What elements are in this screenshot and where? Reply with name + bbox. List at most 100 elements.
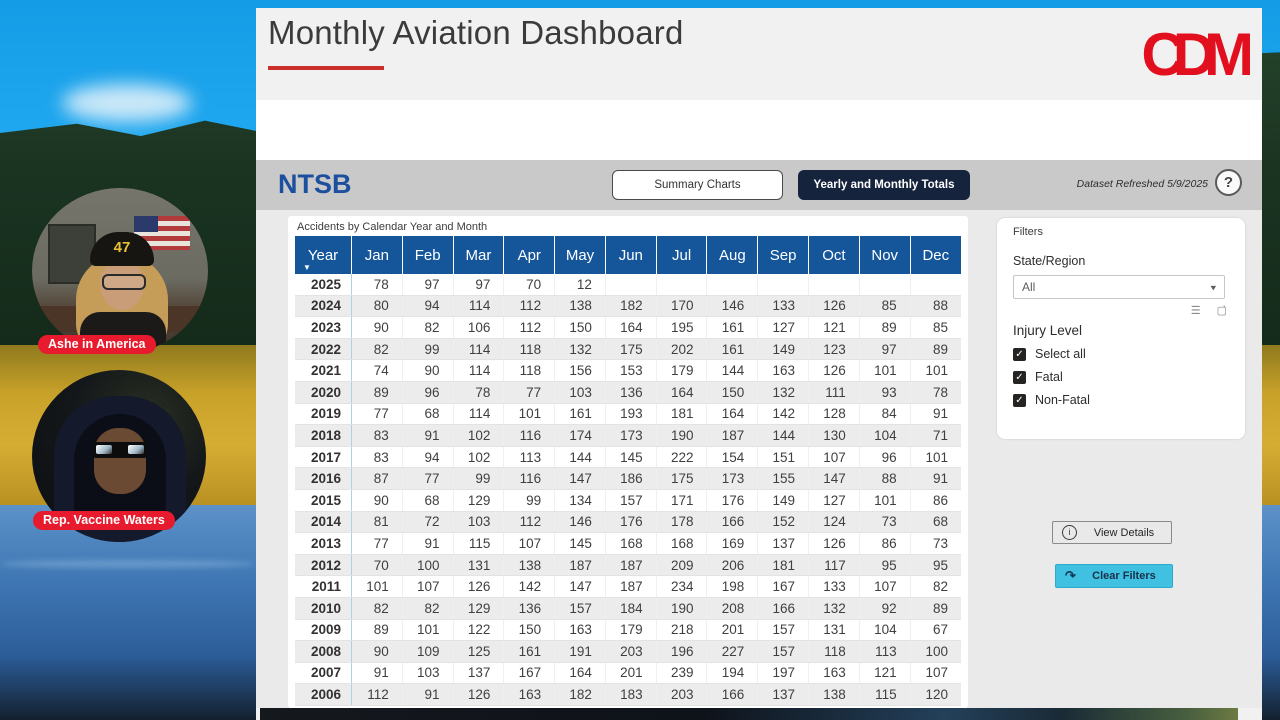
value-cell: [808, 274, 860, 296]
column-header-jan[interactable]: Jan: [351, 236, 403, 274]
value-cell: 131: [808, 619, 860, 642]
year-cell: 2025: [295, 274, 352, 296]
value-cell: 101: [351, 575, 403, 598]
value-cell: 90: [351, 640, 403, 663]
value-cell: 201: [604, 662, 657, 685]
value-cell: 175: [655, 467, 707, 490]
year-cell: 2015: [295, 489, 352, 512]
eraser-icon[interactable]: ▢̇: [1216, 305, 1227, 317]
value-cell: 125: [452, 640, 504, 663]
year-cell: 2019: [295, 403, 352, 426]
column-header-mar[interactable]: Mar: [452, 236, 504, 274]
value-cell: 150: [503, 619, 555, 642]
column-header-sep[interactable]: Sep: [757, 236, 809, 274]
value-cell: [757, 274, 809, 296]
value-cell: 103: [401, 662, 454, 685]
table-row: 2025 78 97 97 70 12: [295, 274, 961, 296]
tab-summary-charts[interactable]: Summary Charts: [612, 170, 783, 200]
value-cell: 206: [706, 554, 758, 577]
value-cell: 82: [351, 597, 403, 620]
column-header-jun[interactable]: Jun: [604, 236, 657, 274]
column-header-year[interactable]: Year ▼: [295, 236, 352, 274]
value-cell: 95: [909, 554, 961, 577]
value-cell: [604, 274, 657, 296]
checkbox-checked-icon: ✓: [1013, 370, 1026, 384]
value-cell: 104: [858, 619, 911, 642]
info-icon: i: [1062, 525, 1077, 540]
value-cell: 104: [858, 424, 911, 447]
column-header-dec[interactable]: Dec: [909, 236, 961, 274]
column-header-may[interactable]: May: [554, 236, 606, 274]
value-cell: 96: [401, 381, 454, 404]
value-cell: 164: [706, 403, 758, 426]
value-cell: 101: [401, 619, 454, 642]
value-cell: 113: [858, 640, 911, 663]
value-cell: 123: [808, 338, 860, 361]
value-cell: 89: [909, 597, 961, 620]
checkbox-label: Non-Fatal: [1035, 393, 1090, 407]
value-cell: 127: [808, 489, 860, 512]
value-cell: 122: [452, 619, 504, 642]
value-cell: 89: [351, 619, 403, 642]
value-cell: 90: [401, 359, 454, 382]
column-header-aug[interactable]: Aug: [706, 236, 758, 274]
value-cell: 116: [503, 467, 555, 490]
help-icon[interactable]: ?: [1215, 169, 1242, 196]
value-cell: 100: [909, 640, 961, 663]
guest-name-badge: Ashe in America: [38, 335, 156, 354]
value-cell: 187: [554, 554, 606, 577]
value-cell: 170: [655, 295, 707, 318]
value-cell: 71: [909, 424, 961, 447]
value-cell: 203: [604, 640, 657, 663]
column-header-oct[interactable]: Oct: [808, 236, 860, 274]
value-cell: 126: [808, 295, 860, 318]
year-cell: 2007: [295, 662, 352, 685]
water-highlight: [0, 560, 256, 568]
page-title: Monthly Aviation Dashboard: [268, 14, 684, 51]
value-cell: 128: [808, 403, 860, 426]
value-cell: 181: [757, 554, 809, 577]
value-cell: 12: [554, 274, 606, 296]
value-cell: 167: [503, 662, 555, 685]
value-cell: 191: [554, 640, 606, 663]
checkbox-non-fatal[interactable]: ✓ Non-Fatal: [1013, 393, 1229, 407]
value-cell: 85: [909, 316, 961, 339]
checkbox-fatal[interactable]: ✓ Fatal: [1013, 370, 1229, 384]
value-cell: 112: [503, 511, 555, 534]
tab-yearly-monthly-totals[interactable]: Yearly and Monthly Totals: [798, 170, 970, 200]
year-cell: 2022: [295, 338, 352, 361]
value-cell: 179: [604, 619, 657, 642]
value-cell: 90: [351, 489, 403, 512]
value-cell: 179: [655, 359, 707, 382]
value-cell: 112: [503, 295, 555, 318]
view-details-button[interactable]: i View Details: [1052, 521, 1172, 544]
column-header-apr[interactable]: Apr: [503, 236, 555, 274]
value-cell: 187: [706, 424, 758, 447]
value-cell: 91: [909, 403, 961, 426]
value-cell: 157: [554, 597, 606, 620]
guest-video-ashe: 47: [32, 188, 208, 354]
value-cell: 182: [604, 295, 657, 318]
year-cell: 2017: [295, 446, 352, 469]
value-cell: 133: [757, 295, 809, 318]
value-cell: 181: [655, 403, 707, 426]
value-cell: 111: [808, 381, 860, 404]
table-row: 2011 101 107 126 142 147 187 234 198 167 133 107 82: [295, 575, 961, 598]
checkbox-label: Fatal: [1035, 370, 1063, 384]
year-cell: 2021: [295, 359, 352, 382]
clear-filters-button[interactable]: ↶ Clear Filters: [1055, 564, 1173, 588]
value-cell: 118: [808, 640, 860, 663]
column-header-nov[interactable]: Nov: [858, 236, 911, 274]
filter-icon[interactable]: ☰: [1190, 305, 1201, 317]
value-cell: [655, 274, 707, 296]
state-region-dropdown[interactable]: All ▾: [1013, 275, 1225, 299]
value-cell: 107: [808, 446, 860, 469]
value-cell: 103: [554, 381, 606, 404]
column-header-jul[interactable]: Jul: [655, 236, 707, 274]
value-cell: 102: [452, 446, 504, 469]
value-cell: 99: [503, 489, 555, 512]
column-header-feb[interactable]: Feb: [401, 236, 454, 274]
value-cell: 164: [604, 316, 657, 339]
checkbox-select-all[interactable]: ✓ Select all: [1013, 347, 1229, 361]
year-cell: 2006: [295, 683, 352, 706]
